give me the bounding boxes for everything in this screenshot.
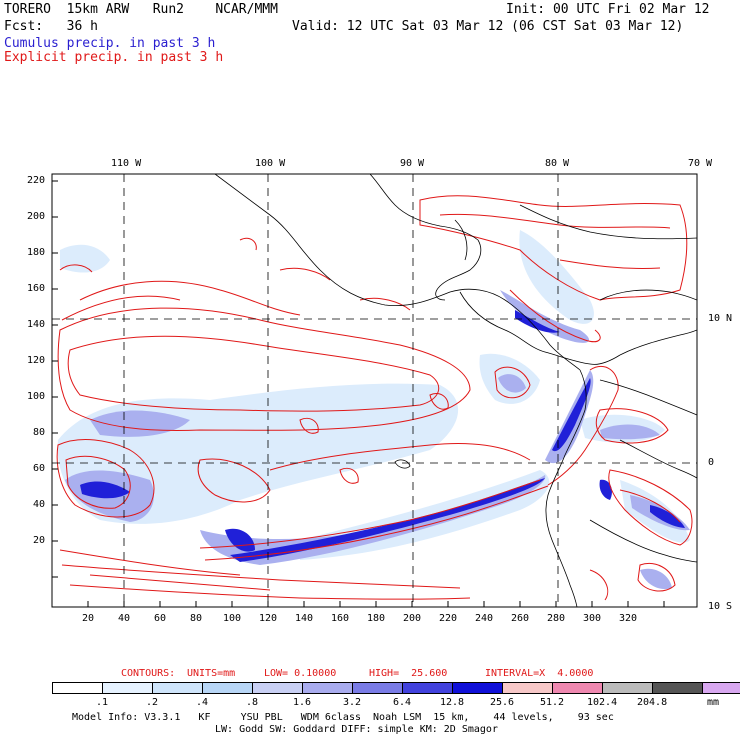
bottom-tick-label: 140 xyxy=(295,613,314,624)
valid-time: Valid: 12 UTC Sat 03 Mar 12 (06 CST Sat … xyxy=(292,19,684,34)
colorbar-box xyxy=(452,682,503,694)
colorbar-box xyxy=(352,682,403,694)
lat-label-10n: 10 N xyxy=(708,313,733,324)
left-tick-label: 60 xyxy=(33,463,46,474)
colorbar-label: 102.4 xyxy=(587,697,618,708)
contours-units: UNITS=mm xyxy=(187,668,236,679)
lon-label-90w: 90 W xyxy=(400,158,425,169)
bottom-tick-label: 220 xyxy=(439,613,458,624)
lon-label-80w: 80 W xyxy=(545,158,570,169)
left-tick-label: 20 xyxy=(33,535,46,546)
colorbar-label: 6.4 xyxy=(393,697,412,708)
bottom-tick-label: 240 xyxy=(475,613,494,624)
colorbar-box xyxy=(202,682,253,694)
bottom-tick-label: 200 xyxy=(403,613,422,624)
lat-label-10s: 10 S xyxy=(708,601,733,612)
colorbar-box xyxy=(502,682,553,694)
model-physics: LW: Godd SW: Goddard DIFF: simple KM: 2D… xyxy=(215,724,498,735)
bottom-tick-label: 120 xyxy=(259,613,278,624)
left-tick-label: 140 xyxy=(27,319,46,330)
bottom-tick-label: 180 xyxy=(367,613,386,624)
bottom-tick-label: 40 xyxy=(118,613,131,624)
left-tick-label: 200 xyxy=(27,211,46,222)
colorbar-box xyxy=(152,682,203,694)
left-tick-label: 220 xyxy=(27,175,46,186)
bottom-tick-label: 280 xyxy=(547,613,566,624)
colorbar-label: .4 xyxy=(196,697,209,708)
colorbar-label: 51.2 xyxy=(540,697,565,708)
left-tick-label: 80 xyxy=(33,427,46,438)
bottom-tick-label: 160 xyxy=(331,613,350,624)
left-tick-label: 180 xyxy=(27,247,46,258)
lon-label-110w: 110 W xyxy=(111,158,142,169)
cumulus-precip-label: Cumulus precip. in past 3 h xyxy=(4,36,216,51)
colorbar-box xyxy=(102,682,153,694)
colorbar-box xyxy=(602,682,653,694)
bottom-tick-label: 260 xyxy=(511,613,530,624)
colorbar-label: 204.8 xyxy=(637,697,668,708)
coastlines xyxy=(214,174,697,607)
forecast-hour: Fcst: 36 h xyxy=(4,19,98,34)
colorbar-unit: mm xyxy=(707,697,720,708)
bottom-tick-label: 300 xyxy=(583,613,602,624)
colorbar-label: .2 xyxy=(146,697,159,708)
colorbar-box xyxy=(652,682,703,694)
contours-low: LOW= 0.10000 xyxy=(264,668,337,679)
colorbar-label: .8 xyxy=(246,697,259,708)
left-tick-label: 160 xyxy=(27,283,46,294)
left-tick-label: 40 xyxy=(33,499,46,510)
left-tick-label: 100 xyxy=(27,391,46,402)
map-frame xyxy=(51,173,698,608)
colorbar-box xyxy=(252,682,303,694)
colorbar-box xyxy=(702,682,740,694)
heavy-precip-shading xyxy=(80,310,685,562)
lon-label-100w: 100 W xyxy=(255,158,286,169)
model-info: Model Info: V3.3.1 KF YSU PBL WDM 6class… xyxy=(72,712,614,723)
bottom-tick-label: 60 xyxy=(154,613,167,624)
model-title: TORERO 15km ARW Run2 NCAR/MMM xyxy=(4,2,278,17)
bottom-tick-label: 100 xyxy=(223,613,242,624)
contours-label: CONTOURS: xyxy=(121,668,176,679)
colorbar-box xyxy=(52,682,103,694)
precip-field xyxy=(56,195,693,601)
explicit-precip-contours xyxy=(56,195,693,601)
bottom-tick-label: 320 xyxy=(619,613,638,624)
explicit-precip-label: Explicit precip. in past 3 h xyxy=(4,50,224,65)
contours-high: HIGH= 25.600 xyxy=(369,668,448,679)
bottom-tick-label: 20 xyxy=(82,613,95,624)
lat-lon-grid xyxy=(52,174,697,607)
axis-ticks xyxy=(52,180,665,607)
lon-label-70w: 70 W xyxy=(688,158,713,169)
init-time: Init: 00 UTC Fri 02 Mar 12 xyxy=(506,2,710,17)
colorbar-box xyxy=(402,682,453,694)
bottom-tick-label: 80 xyxy=(190,613,203,624)
left-tick-label: 120 xyxy=(27,355,46,366)
colorbar-label: 1.6 xyxy=(293,697,312,708)
colorbar-box xyxy=(552,682,603,694)
contours-interval: INTERVAL=X 4.0000 xyxy=(485,668,594,679)
colorbar-box xyxy=(302,682,353,694)
light-precip-shading xyxy=(57,230,690,560)
colorbar-label: 3.2 xyxy=(343,697,362,708)
colorbar-label: 12.8 xyxy=(440,697,465,708)
lat-label-0: 0 xyxy=(708,457,715,468)
colorbar-label: 25.6 xyxy=(490,697,515,708)
colorbar-label: .1 xyxy=(96,697,109,708)
